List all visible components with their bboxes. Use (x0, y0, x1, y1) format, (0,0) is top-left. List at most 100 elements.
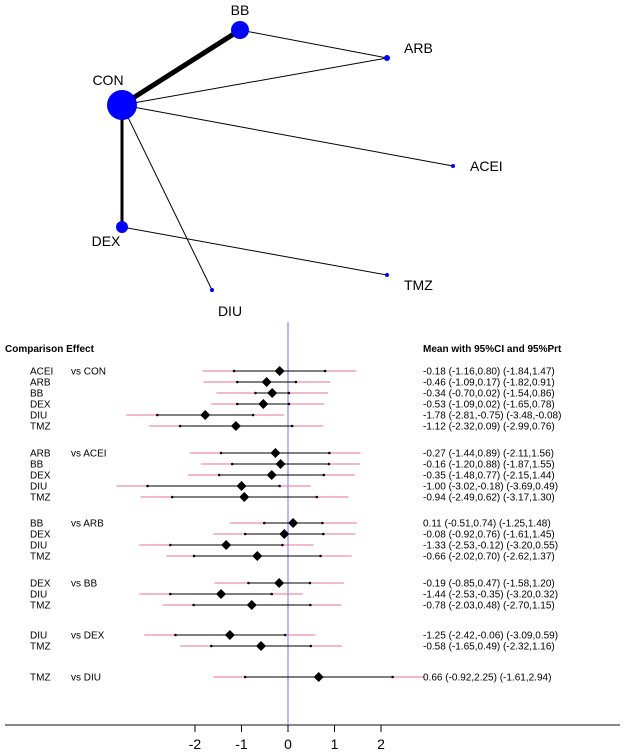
ci-end (322, 532, 325, 536)
ci-end (146, 484, 149, 488)
ci-end (315, 495, 319, 499)
x-tick-label: 0 (284, 736, 292, 752)
node-label-BB: BB (231, 2, 250, 18)
ci-end (174, 633, 177, 637)
right-header: Mean with 95%CI and 95%Prt (423, 344, 562, 355)
row-estimate-text: -0.27 (-1.44,0.89) (-2.11,1.56) (423, 449, 554, 460)
x-tick-label: 2 (377, 736, 385, 752)
row-estimate-text: -0.66 (-2.02,0.70) (-2.62,1.37) (423, 552, 555, 563)
ci-end (209, 644, 213, 648)
ci-end (247, 581, 250, 585)
edge-CON-ARB (121, 57, 388, 106)
row-estimate-text: -0.08 (-0.92,0.76) (-1.61,1.45) (423, 530, 555, 541)
network-diagram: BB ARB CON ACEI DEX TMZ DIU (92, 2, 503, 319)
row-treatment: TMZ (30, 673, 51, 684)
ci-end (236, 380, 239, 384)
row-estimate-text: -0.35 (-1.48,0.77) (-2.15,1.44) (423, 471, 555, 482)
row-estimate-text: -1.33 (-2.53,-0.12) (-3.20,0.55) (423, 541, 558, 552)
row-estimate-text: 0.11 (-0.51,0.74) (-1.25,1.48) (423, 519, 551, 530)
ci-end (281, 543, 284, 547)
edge-BB-ARB (239, 29, 388, 59)
node-label-ARB: ARB (404, 40, 433, 56)
row-estimate-text: -1.78 (-2.81,-0.75) (-3.48,-0.08) (423, 411, 561, 422)
ci-end (308, 581, 312, 585)
row-estimate-text: -0.78 (-2.03,0.48) (-2.70,1.15) (423, 601, 555, 612)
mean-diamond (261, 377, 272, 387)
edge-CON-ACEI (121, 104, 454, 167)
comparison-group: vs DIU TMZ 0.66 (-0.92,2.25) (-1.61,2.94) (30, 672, 551, 684)
ci-end (243, 675, 247, 679)
mean-diamond (275, 459, 286, 469)
node-label-DIU: DIU (218, 303, 242, 319)
ci-end (251, 413, 255, 417)
ci-end (309, 603, 312, 607)
group-label: vs DEX (71, 631, 105, 642)
node-label-TMZ: TMZ (404, 277, 433, 293)
ci-end (236, 402, 239, 406)
x-tick-label: -2 (189, 736, 202, 752)
node-BB (231, 21, 249, 39)
ci-end (294, 380, 298, 384)
ci-end (270, 592, 274, 596)
ci-end (243, 532, 247, 536)
mean-diamond (266, 470, 277, 480)
node-TMZ (385, 273, 389, 277)
row-treatment: BB (30, 389, 44, 400)
row-estimate-text: -0.18 (-1.16,0.80) (-1.84,1.47) (423, 367, 555, 378)
ci-end (262, 521, 266, 525)
row-treatment: BB (30, 519, 44, 530)
node-DEX (116, 221, 128, 233)
edge-DEX-TMZ (121, 226, 388, 276)
row-treatment: DIU (30, 541, 47, 552)
group-label: vs CON (71, 367, 106, 378)
row-treatment: ACEI (30, 367, 53, 378)
mean-diamond (270, 448, 281, 458)
group-label: vs BB (71, 579, 97, 590)
ci-end (156, 413, 159, 417)
comparison-group: vs CON ACEI -0.18 (-1.16,0.80) (-1.84,1.47… (30, 366, 561, 433)
ci-end (232, 369, 236, 373)
mean-diamond (216, 589, 227, 599)
ci-end (391, 675, 394, 679)
row-estimate-text: 0.66 (-0.92,2.25) (-1.61,2.94) (423, 673, 551, 684)
mean-diamond (246, 600, 257, 610)
ci-end (309, 644, 313, 648)
edge-CON-DIU (121, 104, 213, 291)
node-CON (107, 90, 137, 120)
mean-diamond (313, 672, 324, 682)
ci-end (254, 391, 257, 395)
row-treatment: DIU (30, 590, 47, 601)
row-treatment: ARB (30, 378, 51, 389)
node-label-CON: CON (92, 72, 123, 88)
ci-end (283, 633, 287, 637)
row-treatment: TMZ (30, 552, 51, 563)
row-treatment: TMZ (30, 422, 51, 433)
mean-diamond (274, 578, 285, 588)
row-estimate-text: -0.46 (-1.09,0.17) (-1.82,0.91) (423, 378, 555, 389)
comparison-group: vs DEX DIU -1.25 (-2.42,-0.06) (-3.09,0.59… (30, 630, 558, 653)
mean-diamond (200, 410, 211, 420)
ci-end (328, 451, 331, 455)
ci-end (319, 554, 322, 558)
row-estimate-text: -1.44 (-2.53,-0.35) (-3.20,0.32) (423, 590, 558, 601)
ci-end (327, 462, 331, 466)
ci-end (192, 554, 196, 558)
node-ARB (384, 55, 390, 61)
mean-diamond (221, 540, 232, 550)
mean-diamond (258, 399, 269, 409)
row-treatment: TMZ (30, 601, 51, 612)
row-treatment: DIU (30, 411, 47, 422)
mean-diamond (224, 630, 235, 640)
ci-end (287, 391, 291, 395)
group-label: vs ACEI (71, 449, 107, 460)
comparison-group: vs BB DEX -0.19 (-0.85,0.47) (-1.58,1.20) D… (30, 578, 558, 612)
node-label-ACEI: ACEI (470, 158, 503, 174)
row-treatment: DEX (30, 400, 51, 411)
mean-diamond (256, 641, 267, 651)
row-estimate-text: -1.25 (-2.42,-0.06) (-3.09,0.59) (423, 631, 558, 642)
ci-end (217, 473, 221, 477)
mean-diamond (274, 366, 285, 376)
row-estimate-text: -0.34 (-0.70,0.02) (-1.54,0.86) (423, 389, 555, 400)
row-treatment: TMZ (30, 642, 51, 653)
